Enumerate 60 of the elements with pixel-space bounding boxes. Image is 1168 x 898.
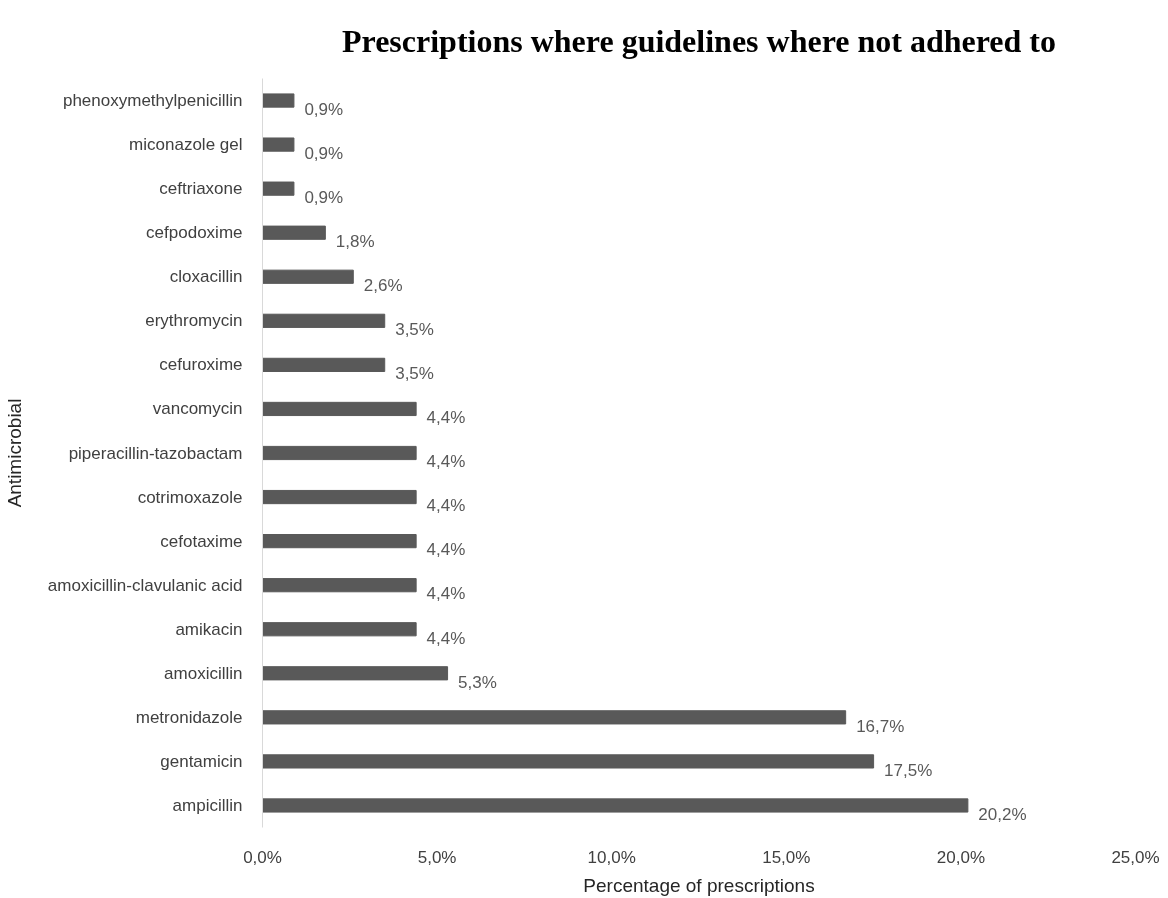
data-label: 17,5%	[884, 760, 933, 780]
y-tick-label: cefuroxime	[159, 355, 243, 375]
x-tick-label: 0,0%	[243, 847, 282, 867]
data-label: 4,4%	[426, 496, 466, 516]
bar	[262, 578, 417, 593]
y-tick-label: vancomycin	[152, 399, 243, 419]
bar	[262, 93, 295, 108]
bar	[262, 798, 969, 813]
bar	[262, 313, 386, 328]
bar	[262, 754, 875, 769]
data-label: 0,9%	[304, 187, 344, 207]
data-label: 3,5%	[395, 320, 434, 340]
data-label: 4,4%	[426, 408, 466, 428]
bar	[262, 445, 417, 461]
y-tick-label: ampicillin	[172, 795, 243, 815]
data-label: 20,2%	[978, 804, 1027, 824]
data-label: 4,4%	[426, 452, 466, 472]
y-tick-label: amoxicillin-clavulanic acid	[47, 575, 243, 595]
data-label: 4,4%	[426, 540, 466, 560]
y-tick-label: cefotaxime	[160, 531, 243, 551]
y-tick-label: cefpodoxime	[146, 223, 243, 243]
data-label: 5,3%	[458, 672, 497, 692]
y-tick-label: piperacillin-tazobactam	[68, 443, 243, 463]
y-tick-label: cotrimoxazole	[137, 487, 243, 507]
data-label: 0,9%	[304, 99, 344, 119]
data-label: 4,4%	[426, 628, 466, 648]
bar	[262, 401, 417, 417]
bar	[262, 357, 386, 372]
bar	[262, 622, 417, 637]
y-tick-label: amoxicillin	[164, 663, 243, 683]
y-tick-label: ceftriaxone	[159, 179, 243, 199]
data-label: 0,9%	[304, 143, 344, 163]
bar	[262, 181, 295, 196]
y-tick-label: metronidazole	[135, 707, 243, 727]
bar	[262, 489, 417, 505]
x-tick-label: 10,0%	[587, 847, 636, 867]
y-tick-label: phenoxymethylpenicillin	[62, 91, 243, 111]
x-tick-label: 15,0%	[762, 847, 811, 867]
x-tick-label: 20,0%	[936, 847, 985, 867]
bar	[262, 534, 417, 549]
y-tick-label: erythromycin	[145, 311, 243, 331]
bar	[262, 666, 449, 681]
y-tick-label: amikacin	[175, 619, 243, 639]
data-label: 2,6%	[363, 276, 403, 296]
data-label: 4,4%	[426, 584, 466, 604]
data-label: 3,5%	[395, 364, 434, 384]
x-axis-title: Percentage of prescriptions	[583, 874, 815, 896]
y-axis-title: Antimicrobial	[3, 398, 25, 508]
y-tick-label: miconazole gel	[129, 135, 243, 155]
chart-title: Prescriptions where guidelines where not adhered to	[341, 22, 1057, 59]
x-tick-label: 5,0%	[417, 847, 457, 867]
bar	[262, 710, 847, 725]
data-label: 1,8%	[335, 232, 375, 252]
bar	[262, 269, 354, 284]
bar	[262, 225, 326, 240]
x-tick-label: 25,0%	[1111, 847, 1160, 867]
bar	[262, 137, 295, 152]
y-tick-label: cloxacillin	[169, 267, 243, 287]
data-label: 16,7%	[856, 716, 905, 736]
y-tick-label: gentamicin	[160, 751, 243, 771]
